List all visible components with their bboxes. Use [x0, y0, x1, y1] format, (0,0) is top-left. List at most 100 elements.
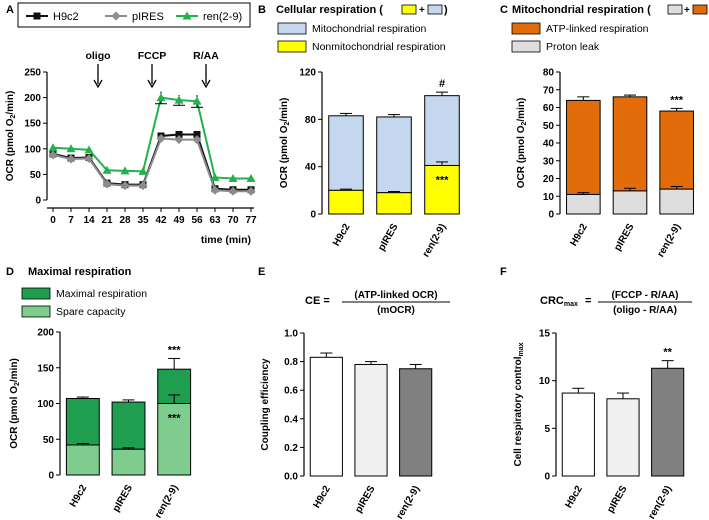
panel-c-y-tick-label: 10	[543, 192, 555, 203]
panel-e-formula-denominator: (mOCR)	[377, 305, 415, 316]
panel-a-x-tick-label: 28	[119, 215, 131, 226]
panel-a-marker	[210, 185, 220, 195]
panel-d-y-axis-label: OCR (pmol O2/min)	[9, 358, 21, 449]
panel-a-marker	[228, 186, 238, 196]
panel-e-y-tick-label: 0.0	[284, 472, 298, 483]
panel-b-legend-label: Nonmitochondrial respiration	[312, 41, 446, 53]
panel-b-title-end: )	[444, 4, 448, 16]
panel-c-bar-atp-linked-respiration	[612, 96, 648, 192]
panel-a-x-tick-label: 70	[227, 215, 239, 226]
panel-d-bar-maximal-respiration	[111, 401, 146, 450]
panel-e-y-tick-label: 1.0	[284, 329, 298, 340]
panel-b-y-tick-label: 120	[299, 68, 316, 79]
panel-f-formula-lhs: CRCmax	[540, 295, 578, 308]
panel-c-bar-atp-linked-respiration	[566, 99, 601, 195]
panel-c-legend-swatch	[511, 40, 541, 53]
panel-b-category-label: H9c2	[331, 222, 353, 249]
panel-c-y-tick-label: 40	[543, 139, 555, 150]
panel-b-legend-label: Mitochondrial respiration	[312, 23, 427, 35]
panel-d-legend-swatch	[21, 305, 51, 318]
panel-letter-f: F	[500, 266, 507, 278]
panel-d-y-tick-label: 100	[37, 399, 54, 410]
panel-a-y-tick-label: 250	[24, 68, 41, 79]
panel-c-title-text: Mitochondrial respiration (	[512, 4, 651, 16]
panel-e-formula-lhs: CE =	[305, 295, 330, 307]
panel-f-bar	[561, 392, 595, 477]
panel-d-category-label: H9c2	[68, 483, 90, 510]
panel-a-y-tick-label: 50	[30, 170, 42, 181]
panel-c-y-tick-label: 30	[543, 156, 555, 167]
panel-c-category-label: pIRES	[612, 222, 636, 253]
panel-e-y-axis-label: Coupling efficiency	[260, 358, 271, 451]
panel-c-category-label: ren(2-9)	[655, 222, 683, 259]
panel-c-y-tick-label: 20	[543, 174, 555, 185]
panel-a-marker	[120, 181, 130, 191]
panel-f-y-tick-label: 15	[539, 329, 551, 340]
panel-a-marker	[192, 96, 202, 105]
panel-d-category-label: ren(2-9)	[153, 483, 181, 520]
panel-a-legend-label: ren(2-9)	[203, 11, 242, 23]
panel-c-y-axis-label: OCR (pmol O2/min)	[516, 98, 528, 189]
panel-a-marker	[102, 179, 112, 189]
panel-b-title-blue-swatch	[427, 4, 443, 15]
panel-d-significance-marker-inner: ***	[168, 413, 182, 425]
panel-a-injection-arrow-head	[93, 79, 103, 89]
panel-a-x-tick-label: 21	[101, 215, 113, 226]
panel-c-y-tick-label: 70	[543, 85, 555, 96]
panel-c-significance-marker: ***	[670, 94, 684, 106]
panel-b-category-label: ren(2-9)	[421, 222, 449, 259]
panel-a-x-tick-label: 77	[245, 215, 257, 226]
panel-letter-e: E	[258, 266, 265, 278]
panel-b-title-plus: +	[419, 5, 425, 16]
panel-a-marker	[66, 144, 76, 153]
panel-c-category-label: H9c2	[568, 222, 590, 249]
panel-b-legend-swatch	[277, 40, 307, 53]
panel-b-significance-marker-inner: ***	[436, 174, 450, 186]
panel-d-y-tick-label: 0	[48, 471, 54, 482]
panel-c-title: Mitochondrial respiration ( +	[512, 4, 708, 16]
panel-a-marker	[66, 154, 76, 164]
panel-d-significance-marker: ***	[168, 344, 182, 356]
panel-c-y-tick-label: 50	[543, 121, 555, 132]
panel-c-stacked-bar-chart: 0 10 20 30 40 50 60 70 80 OCR (pmol O2/min) *** H9c…	[511, 22, 694, 259]
panel-a-legend-label: H9c2	[53, 11, 79, 23]
panel-a-marker	[193, 130, 201, 138]
panel-e-bar-chart: 0.0 0.2 0.4 0.6 0.8 1.0 Coupling efficiency H9c…	[260, 329, 433, 520]
panel-a-legend-marker	[33, 12, 41, 20]
panel-a-injection-label: FCCP	[138, 50, 167, 62]
panel-e-y-tick-label: 0.4	[284, 414, 298, 425]
panel-e-bar	[354, 363, 388, 477]
panel-d-y-tick-label: 150	[37, 363, 54, 374]
panel-a-line-chart: 0 50 100 150 200 250 OCR (pmol O2/min) 0 7 14 21 28…	[5, 2, 257, 246]
panel-f-bar-chart: 0 5 10 15 Cell respiratory controlmax ** H9c2 p…	[513, 329, 685, 520]
panel-c-bar-atp-linked-respiration	[659, 110, 694, 190]
panel-b-y-tick-label: 80	[305, 115, 317, 126]
panel-c-title-gray-swatch	[667, 4, 683, 15]
panel-f-formula-denominator: (oligo - R/AA)	[613, 305, 677, 316]
panel-a-legend-label: pIRES	[132, 11, 164, 23]
panel-a-marker	[84, 145, 94, 154]
panel-b-bar-mitochondrial-respiration	[328, 115, 364, 191]
panel-c-title-orange-swatch	[692, 4, 708, 15]
panel-f-formula: CRCmax = (FCCP - R/AA) (oligo - R/AA)	[540, 290, 692, 316]
panel-e-category-label: ren(2-9)	[394, 484, 422, 520]
panel-c-y-tick-label: 0	[548, 210, 554, 221]
panel-f-formula-numerator: (FCCP - R/AA)	[611, 290, 678, 301]
panel-e-y-tick-label: 0.8	[284, 357, 298, 368]
panel-d-legend-label: Spare capacity	[56, 306, 126, 318]
panel-a-y-tick-label: 100	[24, 144, 41, 155]
panel-e-formula-numerator: (ATP-linked OCR)	[354, 290, 437, 301]
panel-b-bar-mitochondrial-respiration	[376, 116, 412, 194]
panel-b-significance-marker: #	[439, 78, 445, 90]
panel-a-x-tick-label: 14	[83, 215, 95, 226]
panel-d-legend-label: Maximal respiration	[56, 288, 147, 300]
panel-e-bar	[309, 356, 343, 477]
panel-b-y-axis-label: OCR (pmol O2/min)	[279, 98, 291, 189]
panel-a-x-axis-label: time (min)	[201, 234, 251, 246]
panel-b-bar-nonmitochondrial-respiration	[424, 164, 460, 215]
panel-a-injection-label: oligo	[85, 50, 110, 62]
panel-d-bar-spare-capacity	[65, 444, 100, 476]
panel-b-legend-swatch	[277, 22, 307, 35]
panel-b-bar-nonmitochondrial-respiration	[328, 189, 364, 215]
